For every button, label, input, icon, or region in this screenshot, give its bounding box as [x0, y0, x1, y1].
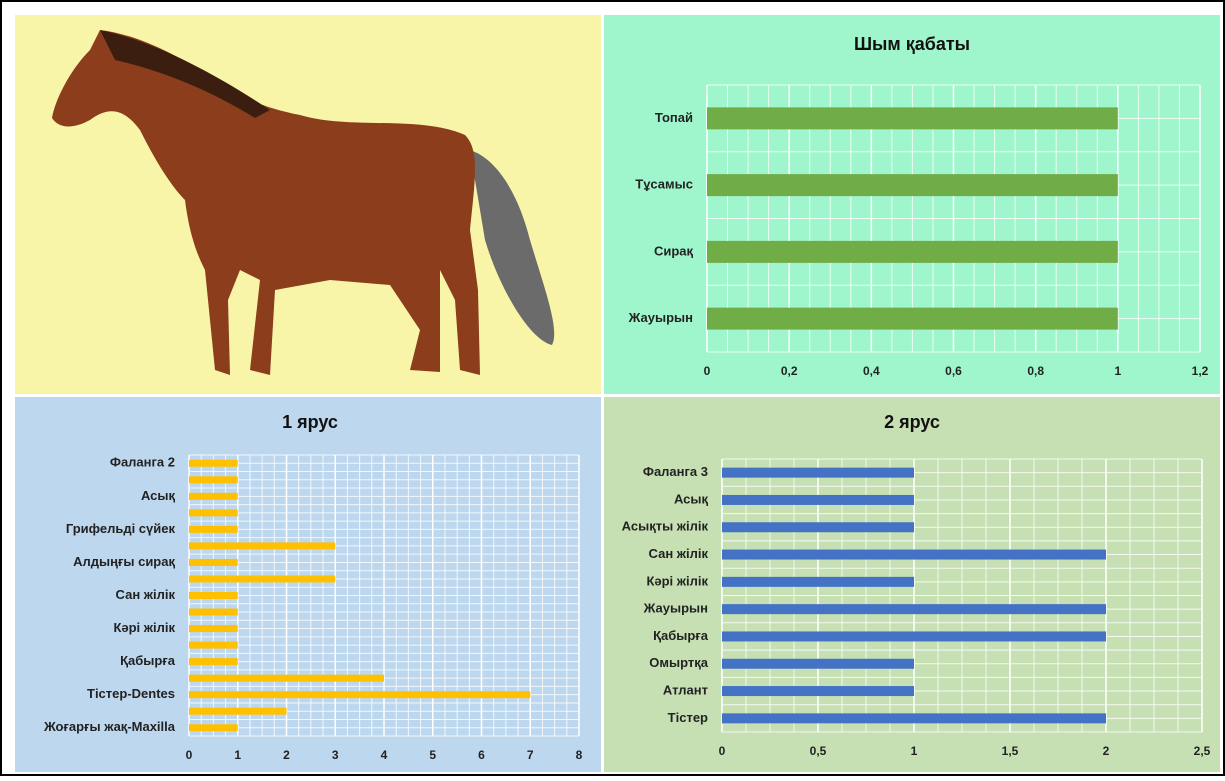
bar: [189, 641, 238, 649]
bar: [189, 608, 238, 616]
y-tick-label: Кәрі жілік: [646, 573, 708, 588]
x-tick-label: 0,8: [1027, 364, 1044, 378]
bar: [722, 658, 914, 669]
x-tick-label: 1: [234, 748, 241, 762]
bar: [189, 459, 238, 467]
y-tick-label: Алдыңғы сирақ: [73, 554, 175, 569]
x-tick-label: 2,5: [1194, 744, 1211, 758]
y-tick-label: Сирақ: [654, 243, 694, 258]
bar: [189, 592, 238, 599]
x-tick-label: 0,5: [810, 744, 827, 758]
x-tick-label: 0: [719, 744, 726, 758]
bar: [189, 476, 238, 484]
chart-title: 1 ярус: [282, 412, 338, 432]
bar: [722, 467, 914, 478]
y-tick-label: Тұсамыс: [635, 177, 693, 192]
x-tick-label: 0: [704, 364, 711, 378]
y-tick-label: Грифельді сүйек: [66, 521, 176, 536]
bar: [722, 576, 914, 587]
bar: [189, 658, 238, 666]
y-tick-label: Жауырын: [643, 601, 708, 616]
panel: [15, 397, 601, 772]
bar: [189, 625, 238, 633]
bar: [189, 707, 287, 715]
x-tick-label: 2: [1103, 744, 1110, 758]
bar: [722, 604, 1106, 615]
bar: [189, 492, 238, 500]
x-tick-label: 1,5: [1002, 744, 1019, 758]
x-tick-label: 0,2: [781, 364, 798, 378]
horse: [52, 30, 555, 375]
bar: [189, 542, 336, 550]
y-tick-label: Қабырға: [120, 653, 176, 668]
x-tick-label: 7: [527, 748, 534, 762]
bar: [722, 631, 1106, 642]
bar: [722, 494, 914, 505]
y-tick-label: Сан жілік: [116, 587, 176, 602]
y-tick-label: Қабырға: [653, 628, 709, 643]
y-tick-label: Кәрі жілік: [113, 620, 175, 635]
x-tick-label: 1: [1114, 364, 1121, 378]
x-tick-label: 1,2: [1192, 364, 1209, 378]
x-tick-label: 2: [283, 748, 290, 762]
bar: [189, 691, 531, 699]
y-tick-label: Фаланга 2: [110, 455, 175, 470]
bar: [189, 674, 384, 682]
x-tick-label: 1: [911, 744, 918, 758]
bar: [189, 525, 238, 533]
x-tick-label: 0: [186, 748, 193, 762]
y-tick-label: Тістер: [668, 710, 708, 725]
x-tick-label: 8: [576, 748, 583, 762]
bar: [189, 509, 238, 517]
bar: [189, 575, 336, 583]
bar: [189, 558, 238, 566]
bar: [707, 240, 1118, 263]
bar: [722, 522, 914, 533]
chart-title: Шым қабаты: [854, 34, 970, 54]
y-tick-label: Тістер-Dentes: [87, 686, 175, 701]
bar: [707, 107, 1118, 130]
bar: [707, 174, 1118, 197]
y-tick-label: Жоғарғы жақ-Maxilla: [43, 719, 176, 734]
x-tick-label: 5: [429, 748, 436, 762]
y-tick-label: Омыртқа: [649, 655, 708, 670]
chart-title: 2 ярус: [884, 412, 940, 432]
y-tick-label: Жауырын: [628, 310, 693, 325]
bar: [722, 686, 914, 697]
y-tick-label: Атлант: [663, 682, 708, 697]
y-tick-label: Асықты жілік: [622, 519, 709, 534]
x-tick-label: 0,6: [945, 364, 962, 378]
bar: [707, 307, 1118, 330]
y-tick-label: Топай: [655, 110, 693, 125]
y-tick-label: Асық: [674, 491, 709, 506]
y-tick-label: Сан жілік: [649, 546, 709, 561]
x-tick-label: 4: [381, 748, 388, 762]
x-tick-label: 3: [332, 748, 339, 762]
x-tick-label: 0,4: [863, 364, 880, 378]
y-tick-label: Фаланга 3: [643, 464, 708, 479]
bar: [189, 724, 238, 732]
bar: [722, 713, 1106, 724]
x-tick-label: 6: [478, 748, 485, 762]
y-tick-label: Асық: [141, 488, 176, 503]
bar: [722, 549, 1106, 560]
